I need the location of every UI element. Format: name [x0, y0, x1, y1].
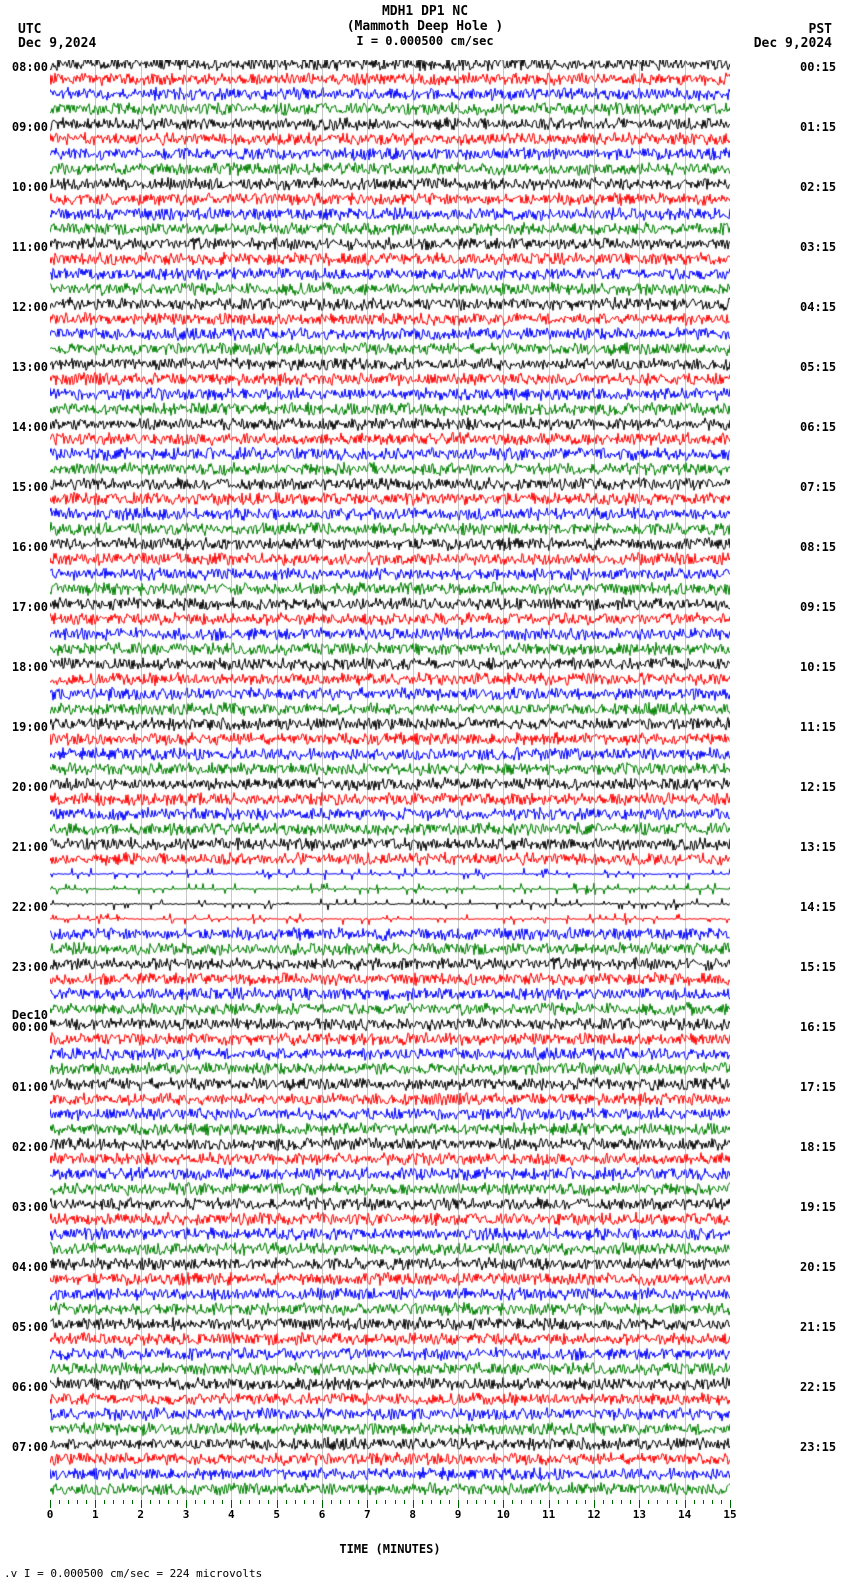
pst-hour-label: 01:15: [800, 120, 836, 134]
x-tick-label: 6: [319, 1508, 326, 1521]
utc-hour-label: 04:00: [12, 1260, 48, 1274]
pst-hour-label: 10:15: [800, 660, 836, 674]
pst-hour-label: 11:15: [800, 720, 836, 734]
pst-hour-label: 04:15: [800, 300, 836, 314]
x-tick-label: 10: [497, 1508, 510, 1521]
date-left: Dec 9,2024: [18, 36, 96, 51]
header: MDH1 DP1 NC (Mammoth Deep Hole ) I = 0.0…: [0, 4, 850, 54]
utc-hour-label: 18:00: [12, 660, 48, 674]
utc-hour-label: 02:00: [12, 1140, 48, 1154]
utc-hour-label: 20:00: [12, 780, 48, 794]
utc-hour-label: 12:00: [12, 300, 48, 314]
pst-hour-label: 21:15: [800, 1320, 836, 1334]
x-tick-label: 5: [273, 1508, 280, 1521]
pst-time-labels: 00:15 01:15 02:15 03:15 04:15 05:15 06:15 07:15…: [800, 60, 842, 1500]
x-axis: 0123456789101112131415 TIME (MINUTES): [50, 1500, 730, 1540]
pst-hour-label: 20:15: [800, 1260, 836, 1274]
station-name: (Mammoth Deep Hole ): [0, 19, 850, 34]
utc-hour-label: 00:00: [12, 1020, 48, 1034]
utc-hour-label: 06:00: [12, 1380, 48, 1394]
pst-hour-label: 02:15: [800, 180, 836, 194]
utc-hour-label: 16:00: [12, 540, 48, 554]
scale-text: = 0.000500 cm/sec: [371, 34, 494, 48]
pst-hour-label: 03:15: [800, 240, 836, 254]
pst-hour-label: 19:15: [800, 1200, 836, 1214]
pst-hour-label: 14:15: [800, 900, 836, 914]
pst-hour-label: 09:15: [800, 600, 836, 614]
x-tick-label: 4: [228, 1508, 235, 1521]
pst-hour-label: 22:15: [800, 1380, 836, 1394]
utc-hour-label: 05:00: [12, 1320, 48, 1334]
pst-hour-label: 08:15: [800, 540, 836, 554]
x-tick-label: 0: [47, 1508, 54, 1521]
utc-time-labels: 08:00 09:00 10:00 11:00 12:00 13:00 14:00 15:00…: [10, 60, 48, 1500]
utc-hour-label: 07:00: [12, 1440, 48, 1454]
x-tick-label: 7: [364, 1508, 371, 1521]
utc-hour-label: 13:00: [12, 360, 48, 374]
footer-bar-icon: I: [24, 1567, 31, 1580]
utc-hour-label: 14:00: [12, 420, 48, 434]
utc-hour-label: 17:00: [12, 600, 48, 614]
x-tick-label: 14: [678, 1508, 691, 1521]
x-tick-label: 9: [455, 1508, 462, 1521]
utc-hour-label: 23:00: [12, 960, 48, 974]
utc-hour-label: 08:00: [12, 60, 48, 74]
pst-hour-label: 18:15: [800, 1140, 836, 1154]
x-axis-ticks: 0123456789101112131415: [50, 1500, 730, 1520]
x-tick-label: 12: [587, 1508, 600, 1521]
pst-hour-label: 00:15: [800, 60, 836, 74]
date-right: Dec 9,2024: [754, 36, 832, 51]
x-tick-label: 2: [137, 1508, 144, 1521]
station-code: MDH1 DP1 NC: [0, 4, 850, 19]
pst-hour-label: 15:15: [800, 960, 836, 974]
pst-hour-label: 13:15: [800, 840, 836, 854]
utc-hour-label: 10:00: [12, 180, 48, 194]
x-tick-label: 15: [723, 1508, 736, 1521]
timezone-left: UTC: [18, 22, 41, 37]
pst-hour-label: 06:15: [800, 420, 836, 434]
x-tick-label: 8: [409, 1508, 416, 1521]
utc-hour-label: 03:00: [12, 1200, 48, 1214]
x-axis-label: TIME (MINUTES): [50, 1520, 730, 1556]
footer-prefix: .v: [4, 1567, 17, 1580]
scale-bar-icon: I: [356, 34, 363, 48]
utc-hour-label: 19:00: [12, 720, 48, 734]
pst-hour-label: 07:15: [800, 480, 836, 494]
utc-hour-label: 21:00: [12, 840, 48, 854]
pst-hour-label: 16:15: [800, 1020, 836, 1034]
seismogram-container: MDH1 DP1 NC (Mammoth Deep Hole ) I = 0.0…: [0, 0, 850, 1584]
pst-hour-label: 12:15: [800, 780, 836, 794]
plot-area: [50, 60, 730, 1500]
utc-hour-label: 01:00: [12, 1080, 48, 1094]
utc-hour-label: 09:00: [12, 120, 48, 134]
x-tick-label: 13: [633, 1508, 646, 1521]
pst-hour-label: 23:15: [800, 1440, 836, 1454]
x-tick-label: 1: [92, 1508, 99, 1521]
utc-hour-label: 11:00: [12, 240, 48, 254]
x-tick-label: 11: [542, 1508, 555, 1521]
scale-indicator: I = 0.000500 cm/sec: [0, 34, 850, 48]
pst-hour-label: 17:15: [800, 1080, 836, 1094]
footer-text: = 0.000500 cm/sec = 224 microvolts: [37, 1567, 262, 1580]
utc-hour-label: 22:00: [12, 900, 48, 914]
footer-scale: .v I = 0.000500 cm/sec = 224 microvolts: [4, 1567, 262, 1580]
timezone-right: PST: [809, 22, 832, 37]
utc-hour-label: 15:00: [12, 480, 48, 494]
x-tick-label: 3: [183, 1508, 190, 1521]
seismogram-traces: [50, 60, 730, 1500]
pst-hour-label: 05:15: [800, 360, 836, 374]
